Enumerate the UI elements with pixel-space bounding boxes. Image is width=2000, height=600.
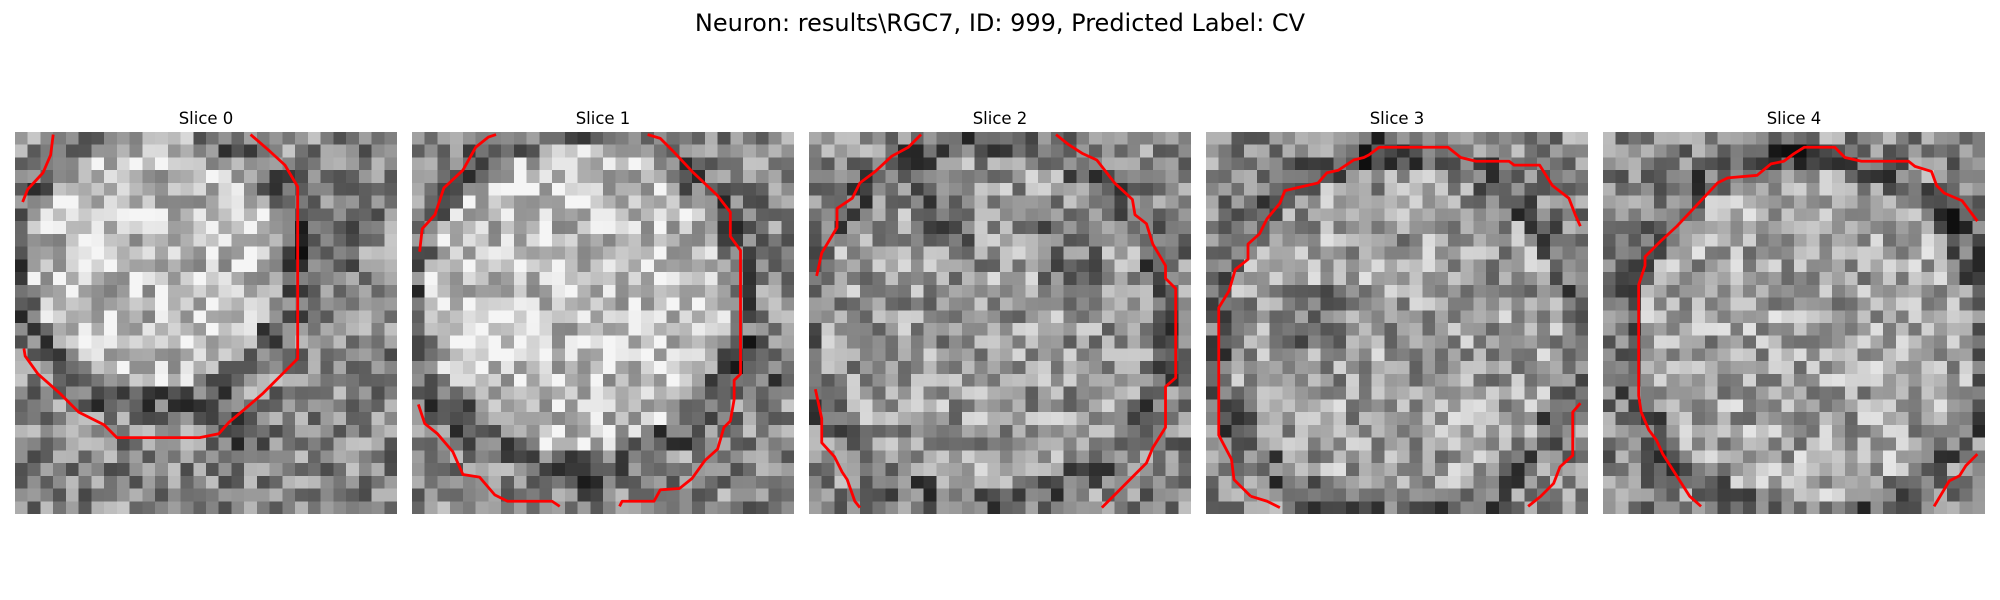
contour-line-2c <box>813 388 862 509</box>
slice-image-4 <box>1603 132 1985 514</box>
contour-line-0b <box>22 133 300 440</box>
slice-title-3: Slice 3 <box>1369 109 1425 128</box>
slice-panel-1: Slice 1 <box>412 108 794 514</box>
slice-image-1 <box>412 132 794 514</box>
contour-line-4b <box>1932 453 1979 508</box>
contour-line-0 <box>21 134 55 203</box>
contour-line-1b <box>618 133 742 507</box>
contour-line-4 <box>1637 145 1979 508</box>
contour-line-2b <box>1055 133 1178 509</box>
contour-line-3 <box>1217 145 1582 498</box>
slice-panel-2: Slice 2 <box>809 108 1191 514</box>
figure-title: Neuron: results\RGC7, ID: 999, Predicted… <box>694 9 1306 37</box>
slice-image-2 <box>809 132 1191 514</box>
contour-line-3c <box>1250 494 1281 509</box>
slice-image-0 <box>15 132 397 514</box>
contour-line-3b <box>1527 402 1582 508</box>
slice-title-4: Slice 4 <box>1766 109 1822 128</box>
slice-panel-4: Slice 4 <box>1603 108 1985 514</box>
slice-title-1: Slice 1 <box>575 109 631 128</box>
contour-line-2 <box>815 133 923 277</box>
slice-title-0: Slice 0 <box>178 109 234 128</box>
slice-panel-0: Slice 0 <box>15 108 397 514</box>
slice-title-2: Slice 2 <box>972 109 1028 128</box>
contour-line-1 <box>418 133 497 252</box>
slice-panel-3: Slice 3 <box>1206 108 1588 514</box>
contour-line-1c <box>417 404 561 508</box>
slice-image-3 <box>1206 132 1588 514</box>
